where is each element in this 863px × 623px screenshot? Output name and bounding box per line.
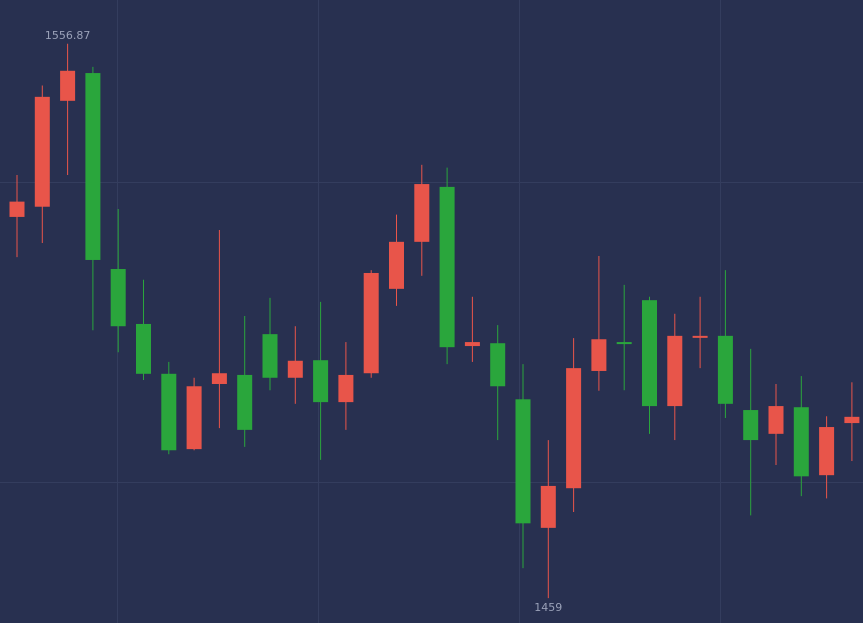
candle-body: [642, 300, 657, 407]
candle-body: [237, 374, 253, 430]
candle-body: [464, 342, 480, 347]
candle-body: [161, 373, 177, 451]
candle-body: [768, 406, 784, 434]
candle-body: [34, 96, 50, 207]
candle-body: [414, 184, 430, 242]
candle-body: [540, 485, 556, 528]
candle-body: [793, 407, 809, 477]
candle-body: [844, 416, 860, 424]
max-label: 1556.87: [45, 29, 91, 42]
candle-body: [262, 334, 278, 378]
candle-body: [566, 368, 582, 489]
candle-body: [743, 410, 759, 441]
candle-body: [439, 186, 455, 348]
candle-body: [287, 360, 303, 378]
candle-body: [110, 269, 126, 327]
candle-body: [389, 241, 404, 289]
candle-body: [85, 73, 101, 260]
candle-body: [717, 335, 733, 404]
candle-body: [363, 272, 379, 374]
candle-body: [490, 343, 506, 387]
candle-body: [591, 339, 607, 371]
candle-body: [338, 374, 354, 403]
vertical-grid: [117, 0, 721, 623]
candle-body: [819, 427, 835, 476]
candle-body: [211, 373, 227, 384]
candle-body: [9, 201, 25, 217]
candle-body: [186, 386, 202, 450]
candle-body: [692, 335, 708, 338]
candle-body: [515, 399, 531, 524]
candle-body: [136, 323, 151, 374]
candle-body: [313, 360, 329, 403]
min-label: 1459: [534, 601, 562, 614]
candle-body: [60, 70, 76, 101]
candle-body: [667, 335, 683, 407]
candle-body: [616, 342, 632, 345]
